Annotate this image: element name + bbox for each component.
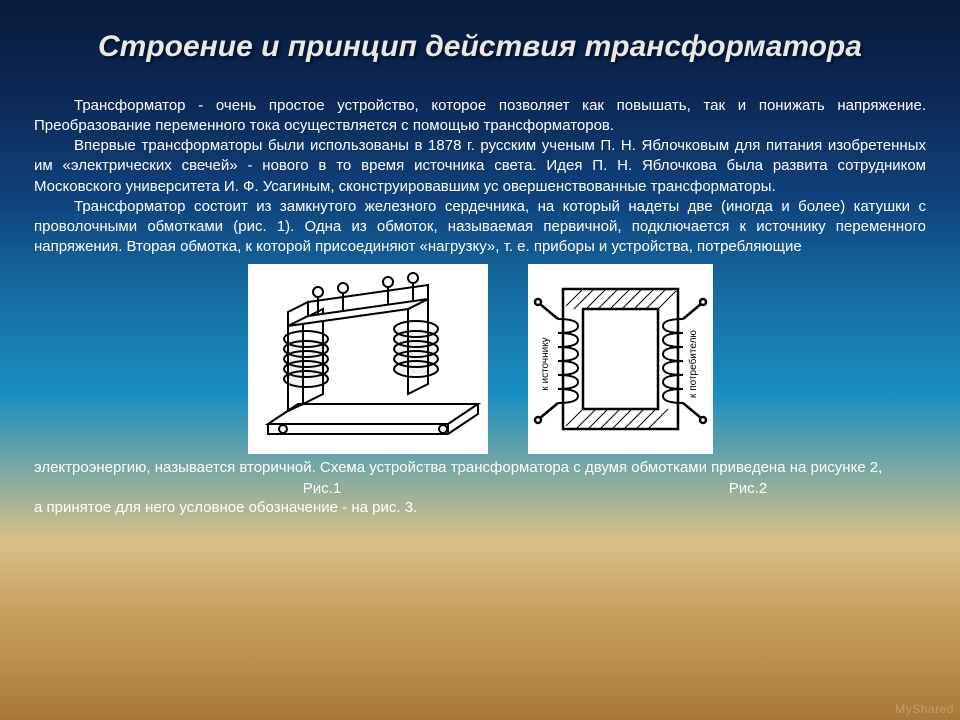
last-line: а принятое для него условное обозначение…	[34, 499, 926, 516]
body-text: Трансформатор - очень простое устройство…	[34, 96, 926, 258]
figure-2: к источнику к потребителю	[528, 264, 713, 454]
bottom-text: электроэнергию, называется вторичной. Сх…	[34, 458, 926, 478]
slide-title: Строение и принцип действия трансформато…	[34, 28, 926, 66]
paragraph-2: Впервые трансформаторы были использованы…	[34, 136, 926, 197]
caption-row: Рис.1 Рис.2	[34, 480, 926, 497]
fig2-label-left: к источнику	[540, 337, 551, 390]
transformer-3d-icon	[248, 264, 488, 454]
paragraph-3: Трансформатор состоит из замкнутого желе…	[34, 197, 926, 258]
figures-row: к источнику к потребителю	[34, 264, 926, 454]
paragraph-1: Трансформатор - очень простое устройство…	[34, 96, 926, 137]
transformer-schematic-icon: к источнику к потребителю	[528, 264, 713, 454]
caption-2: Рис.2	[480, 480, 926, 497]
caption-1: Рис.1	[34, 480, 480, 497]
figure-1	[248, 264, 488, 454]
slide: Строение и принцип действия трансформато…	[0, 0, 960, 720]
watermark: MyShared	[895, 702, 954, 716]
fig2-label-right: к потребителю	[687, 329, 699, 397]
